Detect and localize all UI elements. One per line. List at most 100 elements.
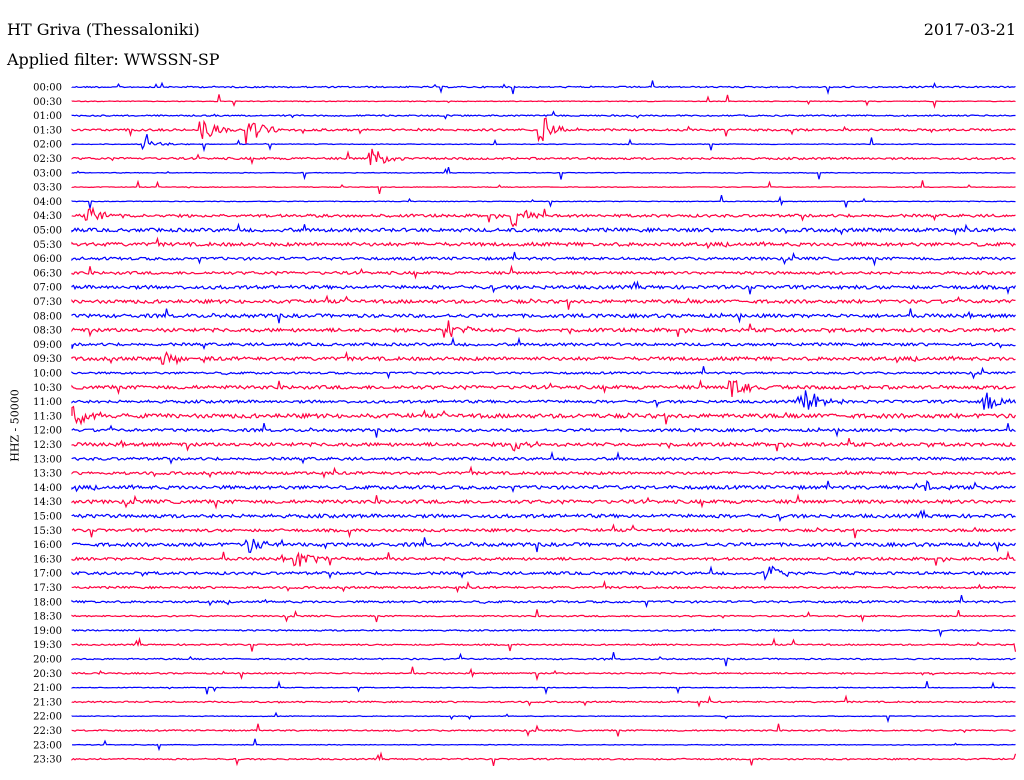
trace-1900 bbox=[71, 628, 1016, 638]
trace-0200 bbox=[71, 134, 1016, 153]
trace-0900 bbox=[71, 336, 1016, 351]
trace-2130 bbox=[71, 694, 1016, 708]
trace-2100 bbox=[71, 680, 1016, 695]
trace-1130 bbox=[71, 405, 1017, 426]
time-label-2130: 21:30 bbox=[33, 697, 62, 708]
time-label-0430: 04:30 bbox=[33, 211, 62, 222]
time-label-1700: 17:00 bbox=[33, 569, 62, 580]
time-label-0530: 05:30 bbox=[33, 240, 62, 251]
trace-1700 bbox=[71, 565, 1016, 581]
time-label-0100: 01:00 bbox=[33, 111, 62, 122]
time-label-2230: 22:30 bbox=[33, 726, 62, 737]
trace-0500 bbox=[71, 222, 1017, 236]
trace-1230 bbox=[71, 437, 1016, 452]
time-label-1630: 16:30 bbox=[33, 554, 62, 565]
trace-1430 bbox=[71, 493, 1016, 510]
trace-1530 bbox=[71, 523, 1016, 539]
time-label-1130: 11:30 bbox=[33, 411, 62, 422]
time-label-0230: 02:30 bbox=[33, 154, 62, 165]
filter-label: Applied filter: WWSSN-SP bbox=[7, 50, 220, 69]
trace-2300 bbox=[71, 738, 1016, 752]
time-label-0400: 04:00 bbox=[33, 197, 62, 208]
time-label-2300: 23:00 bbox=[33, 740, 62, 751]
time-label-2100: 21:00 bbox=[33, 683, 62, 694]
time-label-0500: 05:00 bbox=[33, 226, 62, 237]
time-label-1400: 14:00 bbox=[33, 483, 62, 494]
trace-1830 bbox=[71, 609, 1016, 623]
time-label-2000: 20:00 bbox=[33, 655, 62, 666]
trace-1030 bbox=[71, 378, 1016, 397]
trace-0000 bbox=[71, 80, 1016, 95]
station-title: HT Griva (Thessaloniki) bbox=[7, 20, 200, 39]
time-label-1200: 12:00 bbox=[33, 426, 62, 437]
time-label-0830: 08:30 bbox=[33, 326, 62, 337]
trace-0230 bbox=[71, 148, 1016, 166]
time-label-0900: 09:00 bbox=[33, 340, 62, 351]
time-label-1930: 19:30 bbox=[33, 640, 62, 651]
trace-1800 bbox=[71, 594, 1016, 609]
time-label-0730: 07:30 bbox=[33, 297, 62, 308]
time-label-1600: 16:00 bbox=[33, 540, 62, 551]
trace-0130 bbox=[71, 117, 1016, 145]
trace-2200 bbox=[71, 711, 1016, 724]
time-label-1030: 10:30 bbox=[33, 383, 62, 394]
trace-1930 bbox=[71, 636, 1017, 652]
time-label-0330: 03:30 bbox=[33, 183, 62, 194]
trace-0400 bbox=[71, 194, 1016, 209]
trace-0330 bbox=[71, 179, 1016, 195]
trace-0600 bbox=[71, 251, 1016, 267]
time-label-0300: 03:00 bbox=[33, 168, 62, 179]
trace-2330 bbox=[71, 751, 1017, 767]
trace-0530 bbox=[71, 236, 1016, 250]
trace-1630 bbox=[71, 550, 1016, 567]
trace-0430 bbox=[71, 206, 1016, 228]
time-label-1330: 13:30 bbox=[33, 469, 62, 480]
time-label-1830: 18:30 bbox=[33, 612, 62, 623]
trace-0700 bbox=[71, 280, 1017, 295]
time-label-2200: 22:00 bbox=[33, 712, 62, 723]
trace-0030 bbox=[71, 94, 1016, 109]
time-label-1900: 19:00 bbox=[33, 626, 62, 637]
trace-1500 bbox=[71, 508, 1016, 523]
trace-0300 bbox=[71, 166, 1016, 181]
trace-0630 bbox=[71, 264, 1016, 280]
trace-0100 bbox=[71, 110, 1016, 120]
time-label-0030: 00:30 bbox=[33, 97, 62, 108]
trace-2000 bbox=[71, 652, 1016, 667]
time-label-0700: 07:00 bbox=[33, 283, 62, 294]
time-label-1500: 15:00 bbox=[33, 512, 62, 523]
time-label-1430: 14:30 bbox=[33, 497, 62, 508]
time-label-0600: 06:00 bbox=[33, 254, 62, 265]
trace-2030 bbox=[71, 666, 1016, 682]
time-label-1730: 17:30 bbox=[33, 583, 62, 594]
time-label-2330: 23:30 bbox=[33, 755, 62, 766]
trace-1600 bbox=[71, 537, 1016, 553]
time-label-0930: 09:30 bbox=[33, 354, 62, 365]
trace-1200 bbox=[71, 422, 1016, 438]
trace-1330 bbox=[71, 465, 1016, 479]
trace-0800 bbox=[71, 308, 1016, 324]
time-label-0130: 01:30 bbox=[33, 125, 62, 136]
trace-1000 bbox=[71, 366, 1016, 380]
time-label-2030: 20:30 bbox=[33, 669, 62, 680]
time-label-1000: 10:00 bbox=[33, 369, 62, 380]
trace-1400 bbox=[71, 480, 1016, 494]
trace-0830 bbox=[71, 320, 1016, 338]
time-label-1100: 11:00 bbox=[33, 397, 62, 408]
time-label-1530: 15:30 bbox=[33, 526, 62, 537]
trace-1300 bbox=[71, 450, 1016, 465]
time-label-0200: 02:00 bbox=[33, 140, 62, 151]
trace-0730 bbox=[71, 294, 1016, 310]
time-label-0630: 06:30 bbox=[33, 268, 62, 279]
record-date: 2017-03-21 bbox=[923, 20, 1016, 39]
trace-2230 bbox=[71, 723, 1016, 737]
time-label-1800: 18:00 bbox=[33, 597, 62, 608]
time-label-1300: 13:00 bbox=[33, 454, 62, 465]
trace-1730 bbox=[71, 579, 1016, 594]
trace-1100 bbox=[71, 390, 1017, 410]
time-label-0800: 08:00 bbox=[33, 311, 62, 322]
trace-0930 bbox=[71, 350, 1016, 366]
time-label-1230: 12:30 bbox=[33, 440, 62, 451]
time-label-0000: 00:00 bbox=[33, 83, 62, 94]
